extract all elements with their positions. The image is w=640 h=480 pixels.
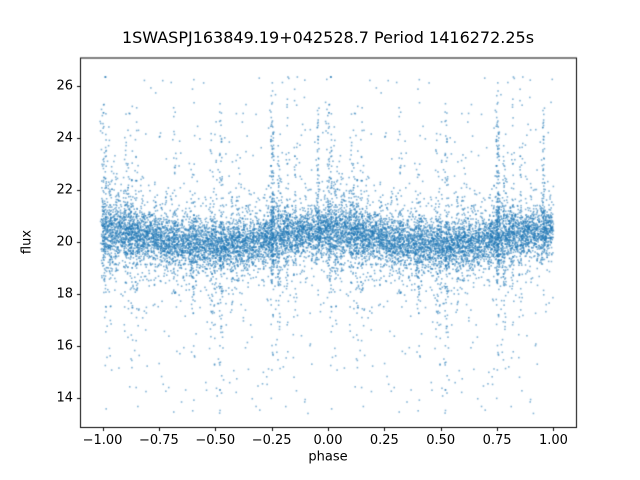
x-tick-label: −0.50 (195, 433, 236, 448)
x-tick-label: 1.00 (538, 433, 568, 448)
chart-title: 1SWASPJ163849.19+042528.7 Period 1416272… (121, 28, 535, 47)
y-tick-label: 18 (56, 286, 73, 302)
y-tick-label: 20 (56, 234, 73, 250)
y-tick-label: 14 (56, 390, 73, 406)
y-axis-label: flux (19, 229, 35, 255)
y-tick-label: 26 (56, 78, 73, 94)
x-tick-label: −0.75 (138, 433, 179, 448)
y-tick-label: 24 (56, 130, 73, 146)
x-tick-label: 0.25 (369, 433, 399, 448)
x-tick-label: −0.25 (251, 433, 292, 448)
x-tick-label: 0.00 (313, 433, 343, 448)
x-tick-label: 0.50 (426, 433, 456, 448)
x-tick-label: 0.75 (482, 433, 512, 448)
x-tick-label: −1.00 (82, 433, 123, 448)
x-axis-label: phase (308, 449, 348, 465)
y-tick-label: 22 (56, 182, 73, 198)
y-tick-label: 16 (56, 338, 73, 354)
